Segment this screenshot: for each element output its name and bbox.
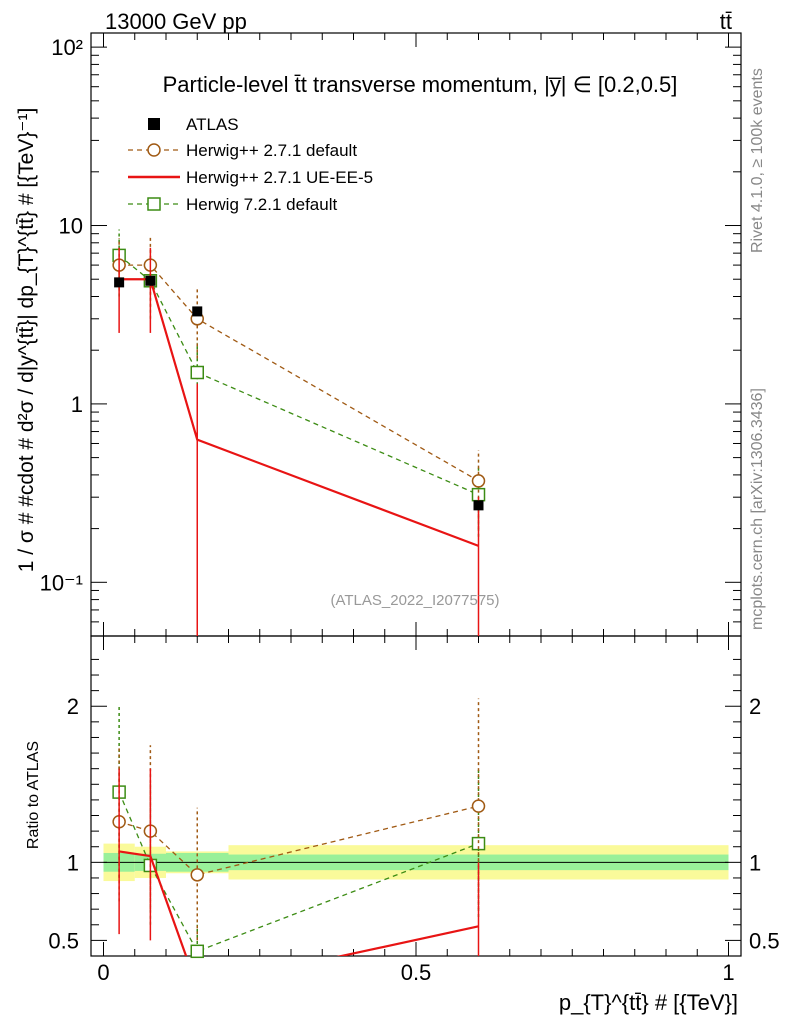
legend-herwig-default-marker bbox=[147, 143, 161, 157]
legend-herwig7-marker bbox=[147, 197, 161, 211]
header-energy-label: 13000 GeV pp bbox=[105, 9, 247, 34]
herwig-default-line-ratio bbox=[118, 805, 479, 876]
series-marks bbox=[112, 229, 486, 959]
atlas-data-point bbox=[192, 306, 203, 317]
y-axis-label: 1 / σ # #cdot # d²σ / d|y^{tt̄}| dp_{T}^… bbox=[15, 108, 38, 573]
atlas-data-point bbox=[473, 500, 484, 511]
ratio-tick-label: 2 bbox=[67, 694, 79, 719]
y-tick-label: 1 bbox=[71, 392, 83, 417]
herwig-default-marker bbox=[471, 799, 486, 813]
analysis-watermark: (ATLAS_2022_I2077575) bbox=[330, 592, 499, 609]
herwig-default-marker bbox=[471, 474, 486, 488]
herwig-ueee5-line-ratio bbox=[118, 850, 479, 956]
y-tick-label: 10² bbox=[51, 35, 83, 60]
ratio-tick-label-right: 2 bbox=[749, 694, 761, 719]
herwig7-line-main bbox=[118, 254, 479, 496]
ratio-tick-label: 1 bbox=[67, 850, 79, 875]
legend: ATLAS Herwig++ 2.7.1 default Herwig++ 2.7.… bbox=[128, 115, 373, 214]
herwig7-line-ratio bbox=[118, 791, 479, 953]
y-tick-label: 10 bbox=[59, 214, 83, 239]
ratio-axis-label: Ratio to ATLAS bbox=[25, 741, 42, 849]
legend-label-herwig_ueee5: Herwig++ 2.7.1 UE-EE-5 bbox=[186, 168, 373, 187]
legend-label-herwig7: Herwig 7.2.1 default bbox=[186, 195, 337, 214]
herwig-default-line-main bbox=[119, 264, 479, 482]
header-process-label: tt̄ bbox=[720, 9, 732, 34]
herwig-ueee5-line-main bbox=[119, 278, 479, 547]
x-tick-label: 1 bbox=[722, 960, 734, 985]
y-tick-label: 10⁻¹ bbox=[40, 570, 83, 595]
axis-ticks: 0 0.5 1 10² 10 1 10⁻¹ 2 2 1 1 0.5 0.5 bbox=[40, 33, 780, 985]
mcplots-source-label: mcplots.cern.ch [arXiv:1306.3436] bbox=[749, 388, 766, 630]
legend-atlas-marker bbox=[148, 118, 160, 130]
herwig7-marker bbox=[190, 365, 204, 380]
chart-title: Particle-level t̄t transverse momentum, … bbox=[163, 72, 678, 97]
x-axis-label: p_{T}^{tt̄} # [{TeV}] bbox=[559, 990, 738, 1015]
x-tick-label: 0.5 bbox=[401, 960, 432, 985]
ratio-tick-label-right: 0.5 bbox=[749, 928, 780, 953]
legend-label-herwig_default: Herwig++ 2.7.1 default bbox=[186, 141, 357, 160]
herwig-default-marker bbox=[190, 868, 204, 882]
ratio-plot-frame bbox=[90, 635, 742, 957]
herwig7-marker bbox=[471, 836, 486, 851]
rivet-version-label: Rivet 4.1.0, ≥ 100k events bbox=[749, 68, 766, 253]
atlas-data-point bbox=[114, 277, 125, 288]
atlas-data-point bbox=[145, 275, 156, 286]
ratio-tick-label-right: 1 bbox=[749, 850, 761, 875]
x-tick-label: 0 bbox=[97, 960, 109, 985]
ratio-tick-label: 0.5 bbox=[48, 928, 79, 953]
legend-label-atlas: ATLAS bbox=[186, 115, 239, 134]
herwig7-marker bbox=[190, 944, 204, 959]
